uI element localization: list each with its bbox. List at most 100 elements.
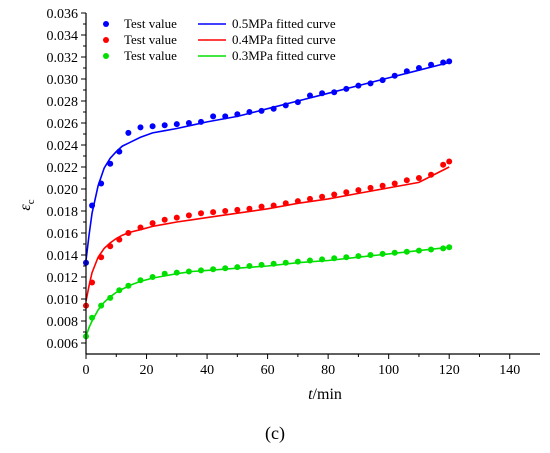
test-value-point — [306, 257, 313, 264]
test-value-point — [173, 121, 180, 128]
test-value-point — [149, 123, 156, 130]
test-value-point — [270, 260, 277, 267]
series-layer — [83, 58, 453, 340]
test-value-point — [149, 220, 156, 227]
series-0 — [83, 58, 453, 266]
legend-row-0: Test value 0.5MPa fitted curve — [103, 16, 336, 31]
legend-point-marker — [103, 37, 109, 43]
test-value-point — [149, 274, 156, 280]
test-value-point — [446, 58, 453, 65]
test-value-point — [98, 180, 105, 187]
test-value-point — [403, 248, 410, 255]
test-value-point — [246, 109, 253, 115]
y-tick-label: 0.014 — [47, 249, 79, 264]
test-value-point — [116, 287, 123, 294]
y-tick-label: 0.024 — [47, 139, 79, 154]
test-value-point — [355, 253, 362, 260]
series-1 — [83, 158, 453, 309]
y-tick-label: 0.032 — [47, 51, 79, 66]
test-value-point — [415, 247, 422, 254]
test-value-point — [234, 111, 241, 118]
legend: Test value 0.5MPa fitted curve Test value 0… — [103, 16, 336, 63]
test-value-point — [428, 61, 435, 68]
test-value-point — [125, 129, 132, 136]
test-value-point — [282, 102, 289, 109]
test-value-point — [89, 202, 96, 209]
x-tick-label: 60 — [261, 363, 275, 378]
panel-label: (c) — [265, 423, 285, 444]
test-value-point — [270, 202, 277, 209]
test-value-point — [222, 265, 229, 272]
test-value-point — [107, 160, 114, 167]
test-value-point — [294, 99, 301, 106]
test-value-point — [306, 92, 313, 99]
test-value-point — [294, 198, 301, 205]
test-value-point — [331, 191, 338, 198]
test-value-point — [282, 259, 289, 266]
x-tick-label: 40 — [200, 363, 214, 378]
test-value-point — [116, 236, 123, 243]
plot-area — [86, 13, 540, 354]
legend-row-2: Test value 0.3MPa fitted curve — [103, 48, 336, 63]
test-value-point — [198, 118, 205, 125]
test-value-point — [185, 268, 192, 275]
legend-point-marker — [103, 53, 109, 59]
test-value-point — [258, 203, 265, 210]
test-value-point — [125, 282, 132, 289]
test-value-point — [98, 254, 105, 261]
test-value-point — [282, 200, 289, 207]
test-value-point — [234, 206, 241, 213]
y-tick-label: 0.026 — [47, 117, 79, 132]
y-tick-label: 0.008 — [47, 315, 79, 330]
x-tick-label: 140 — [499, 363, 520, 378]
test-value-point — [391, 249, 398, 256]
test-value-point — [89, 314, 96, 321]
test-value-point — [137, 124, 144, 131]
axes-layer: 0 20 40 60 80 100 120 140 0.006 0.008 0.010 0.012 0.… — [47, 7, 540, 378]
test-value-point — [161, 122, 168, 129]
plot-background — [86, 13, 540, 354]
x-tick-label: 120 — [439, 363, 460, 378]
test-value-point — [379, 77, 386, 84]
legend-fitted-curve-label: 0.5MPa fitted curve — [232, 16, 336, 31]
test-value-point — [403, 68, 410, 75]
test-value-point — [161, 216, 168, 223]
y-tick-label: 0.006 — [47, 337, 79, 352]
y-axis-title: εc — [17, 199, 37, 210]
test-value-point — [319, 90, 326, 97]
test-value-point — [428, 246, 435, 253]
y-tick-label: 0.016 — [47, 227, 79, 242]
test-value-point — [355, 187, 362, 194]
legend-test-value-label: Test value — [124, 48, 177, 63]
y-tick-label: 0.010 — [47, 293, 79, 308]
series-2 — [83, 244, 453, 340]
test-value-point — [198, 267, 205, 274]
legend-test-value-label: Test value — [124, 32, 177, 47]
test-value-point — [137, 277, 144, 284]
test-value-point — [185, 212, 192, 219]
test-value-point — [89, 279, 96, 286]
test-value-point — [246, 205, 253, 212]
y-tick-label: 0.018 — [47, 205, 79, 220]
test-value-point — [210, 266, 217, 273]
test-value-point — [222, 208, 229, 214]
test-value-point — [185, 120, 192, 126]
test-value-point — [331, 89, 338, 96]
x-tick-label: 20 — [140, 363, 154, 378]
test-value-point — [440, 245, 447, 252]
y-tick-label: 0.030 — [47, 73, 79, 88]
y-tick-label: 0.020 — [47, 183, 79, 198]
test-value-point — [173, 214, 180, 221]
y-tick-label: 0.036 — [47, 7, 79, 22]
test-value-point — [367, 184, 374, 191]
test-value-point — [343, 254, 350, 261]
test-value-point — [367, 80, 374, 87]
test-value-point — [379, 250, 386, 257]
test-value-point — [246, 263, 253, 269]
x-tick-label: 80 — [321, 363, 335, 378]
y-tick-label: 0.022 — [47, 161, 79, 176]
test-value-point — [440, 161, 447, 168]
test-value-point — [258, 261, 265, 268]
test-value-point — [446, 244, 453, 251]
